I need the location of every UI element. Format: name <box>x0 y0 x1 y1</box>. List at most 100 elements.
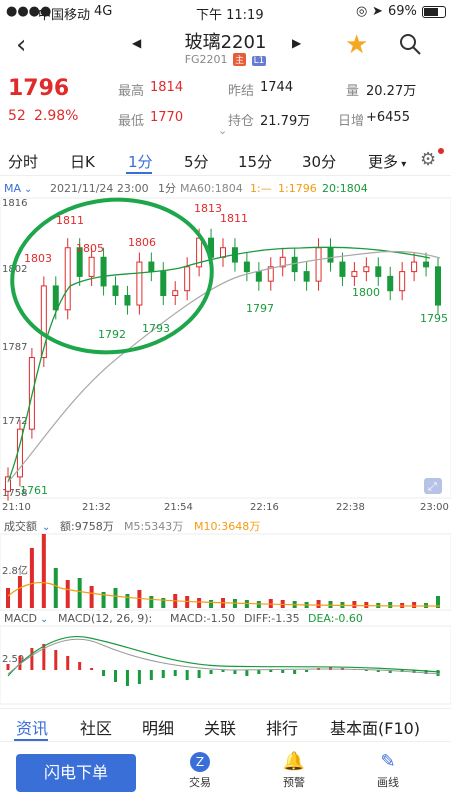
macd-bar <box>185 670 189 680</box>
star-favorite-icon[interactable]: ★ <box>345 30 369 60</box>
candle-period: 1分 <box>158 182 176 195</box>
indicator-chevron-icon[interactable]: ⌄ <box>24 184 32 195</box>
volume-bar <box>328 601 333 608</box>
tab-details[interactable]: 明细 <box>142 719 175 738</box>
ma-legend-c: 20:1804 <box>322 182 368 195</box>
ma-legend-b: 1:1796 <box>278 182 317 195</box>
candle-body <box>255 271 262 282</box>
candle-body <box>100 256 107 287</box>
macd-bar <box>137 670 141 684</box>
candle-body <box>160 271 167 296</box>
high-annotation: 1803 <box>24 252 52 265</box>
period-tabs: 分时 日K 1分 5分 15分 30分 更多 ▾ ⚙ <box>0 146 451 176</box>
main-contract-badge: 主 <box>233 53 247 66</box>
volume-bar <box>316 600 321 608</box>
settings-gear-icon[interactable]: ⚙ <box>420 149 437 170</box>
candle-body <box>399 271 406 292</box>
open-interest-label: 持仓 <box>228 114 255 129</box>
tab-ranking[interactable]: 排行 <box>266 719 299 738</box>
tab-more[interactable]: 更多 ▾ <box>368 151 406 172</box>
tab-1min[interactable]: 1分 <box>128 153 153 171</box>
candle-body <box>339 261 346 277</box>
candle-body <box>303 271 310 282</box>
volume-bar <box>6 588 10 608</box>
alert-button[interactable]: 🔔 预警 <box>264 752 324 790</box>
macd-chevron-icon[interactable]: ⌄ <box>40 614 48 625</box>
tab-daily-k[interactable]: 日K <box>70 153 95 171</box>
macd-panel-frame <box>0 625 451 705</box>
macd-bar <box>221 670 225 672</box>
volume-bar <box>436 596 440 608</box>
expand-chevron-icon[interactable]: ⌄ <box>218 124 228 137</box>
dea-value: DEA:-0.60 <box>308 612 363 625</box>
volume-value: 20.27万 <box>366 84 417 99</box>
price-axis-label: 1772 <box>2 416 27 427</box>
kline-chart[interactable]: MA ⌄ 2021/11/24 23:00 1分 MA60:1804 1:— 1… <box>0 176 451 706</box>
candle-datetime: 2021/11/24 23:00 <box>50 182 149 195</box>
candle-body <box>5 476 11 492</box>
price-axis-label: 1816 <box>2 198 27 209</box>
contract-code: FG2201 主 L1 <box>0 53 451 66</box>
pencil-icon: ✎ <box>380 751 396 772</box>
location-icon: ➤ <box>372 4 383 19</box>
trade-icon: Z <box>190 752 210 772</box>
candle-body <box>172 290 179 296</box>
daily-increase-label: 日增 <box>338 114 365 129</box>
macd-bar <box>197 670 201 678</box>
volume-bar <box>209 600 214 608</box>
macd-bar <box>54 650 58 670</box>
status-bar: ●●●● 中国移动 4G 下午 11:19 ◎ ➤ 69% <box>0 0 451 24</box>
tab-30min[interactable]: 30分 <box>302 153 337 171</box>
indicator-selector[interactable]: MA <box>4 182 21 195</box>
tab-community[interactable]: 社区 <box>80 719 113 738</box>
volume-panel-title[interactable]: 成交额 <box>4 519 37 533</box>
prev-contract-icon[interactable]: ◀ <box>132 36 142 50</box>
macd-bar <box>78 662 82 670</box>
candle-body <box>184 266 191 292</box>
macd-bar <box>161 670 165 678</box>
page-title: 玻璃2201 <box>184 32 267 53</box>
tab-timeshare[interactable]: 分时 <box>8 153 39 171</box>
price-change-pct: 2.98% <box>34 108 79 124</box>
back-icon[interactable]: ‹ <box>16 30 27 60</box>
fullscreen-icon[interactable] <box>424 478 442 494</box>
volume-bar <box>412 602 417 608</box>
tab-news[interactable]: 资讯 <box>16 719 49 738</box>
tab-15min[interactable]: 15分 <box>238 153 273 171</box>
volume-bar <box>65 580 70 608</box>
macd-panel-title[interactable]: MACD <box>4 612 37 625</box>
candle-body <box>363 266 370 273</box>
candle-body <box>387 275 394 292</box>
macd-bar <box>305 670 309 672</box>
macd-bar <box>424 670 428 674</box>
volume-axis-label: 2.8亿 <box>2 564 28 577</box>
diff-line <box>7 638 441 675</box>
quote-panel: 1796 52 2.98% 最高 1814 最低 1770 昨结 1744 持仓… <box>0 74 451 140</box>
ma60-line <box>7 250 441 483</box>
macd-bar <box>281 670 285 673</box>
tab-related[interactable]: 关联 <box>204 719 237 738</box>
macd-bar <box>209 670 213 674</box>
volume-chevron-icon[interactable]: ⌄ <box>42 522 50 533</box>
volume-bar <box>161 598 166 608</box>
macd-bar <box>149 670 153 680</box>
clock: 下午 11:19 <box>196 8 264 23</box>
macd-bar <box>42 644 46 670</box>
high-annotation: 1811 <box>56 214 84 227</box>
macd-bar <box>233 670 237 674</box>
candle-body <box>423 261 430 268</box>
battery-percent: 69% <box>388 4 417 19</box>
flash-order-button[interactable]: 闪电下单 <box>16 754 136 792</box>
volume-bar <box>29 548 34 608</box>
candle-body <box>76 247 83 277</box>
trade-button[interactable]: Z 交易 <box>170 752 230 790</box>
tab-5min[interactable]: 5分 <box>184 153 209 171</box>
candle-body <box>52 285 59 311</box>
next-contract-icon[interactable]: ▶ <box>292 36 302 50</box>
search-icon[interactable] <box>398 32 422 60</box>
lock-rotation-icon: ◎ <box>356 4 368 19</box>
carrier: 中国移动 <box>38 8 91 23</box>
tab-fundamentals[interactable]: 基本面(F10) <box>330 719 421 738</box>
draw-button[interactable]: ✎ 画线 <box>358 752 418 790</box>
